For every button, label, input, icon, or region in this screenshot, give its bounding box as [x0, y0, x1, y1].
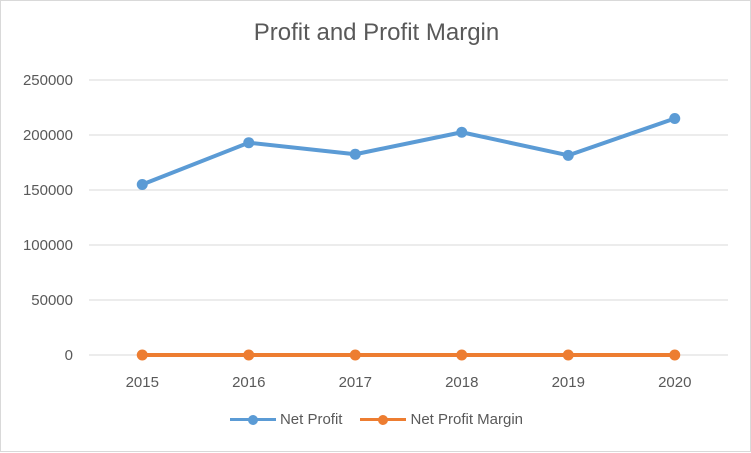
y-tick-label-0: 0 [65, 347, 73, 364]
series-line-net-profit [140, 116, 677, 187]
data-point-net-profit-2015 [136, 179, 148, 190]
x-tick-label-2017: 2017 [339, 374, 372, 391]
x-tick-label-2016: 2016 [232, 374, 265, 391]
data-point-net-profit-2016 [243, 137, 255, 149]
data-point-net-profit-margin-2020 [669, 349, 681, 361]
x-tick-label-2015: 2015 [126, 374, 159, 391]
legend-swatch-net-profit [229, 414, 276, 425]
legend-swatch-net-profit-margin [360, 414, 407, 425]
y-tick-label-50000: 50000 [31, 292, 73, 309]
data-point-net-profit-margin-2015 [136, 349, 148, 361]
y-tick-label-150000: 150000 [23, 182, 73, 199]
y-tick-label-100000: 100000 [23, 237, 73, 254]
legend-label-net-profit-margin: Net Profit Margin [410, 411, 524, 428]
legend-label-net-profit: Net Profit [279, 411, 343, 428]
y-tick-label-200000: 200000 [23, 127, 73, 144]
data-point-net-profit-margin-2016 [243, 349, 255, 361]
x-tick-label-2020: 2020 [658, 374, 691, 391]
data-point-net-profit-2019 [562, 149, 574, 161]
legend-item-net-profit: Net Profit [229, 411, 343, 428]
data-point-net-profit-2020 [669, 113, 681, 124]
data-point-net-profit-2017 [349, 148, 361, 160]
y-tick-label-250000: 250000 [23, 72, 73, 89]
chart-legend: Net Profit Net Profit Margin [1, 411, 751, 428]
data-point-net-profit-margin-2018 [456, 349, 468, 361]
chart-title: Profit and Profit Margin [253, 19, 500, 46]
legend-item-net-profit-margin: Net Profit Margin [360, 411, 523, 428]
data-point-net-profit-margin-2017 [349, 349, 361, 361]
data-point-net-profit-margin-2019 [562, 349, 574, 361]
x-tick-label-2019: 2019 [552, 374, 585, 391]
x-tick-label-2018: 2018 [445, 374, 478, 391]
data-point-net-profit-2018 [456, 126, 468, 138]
